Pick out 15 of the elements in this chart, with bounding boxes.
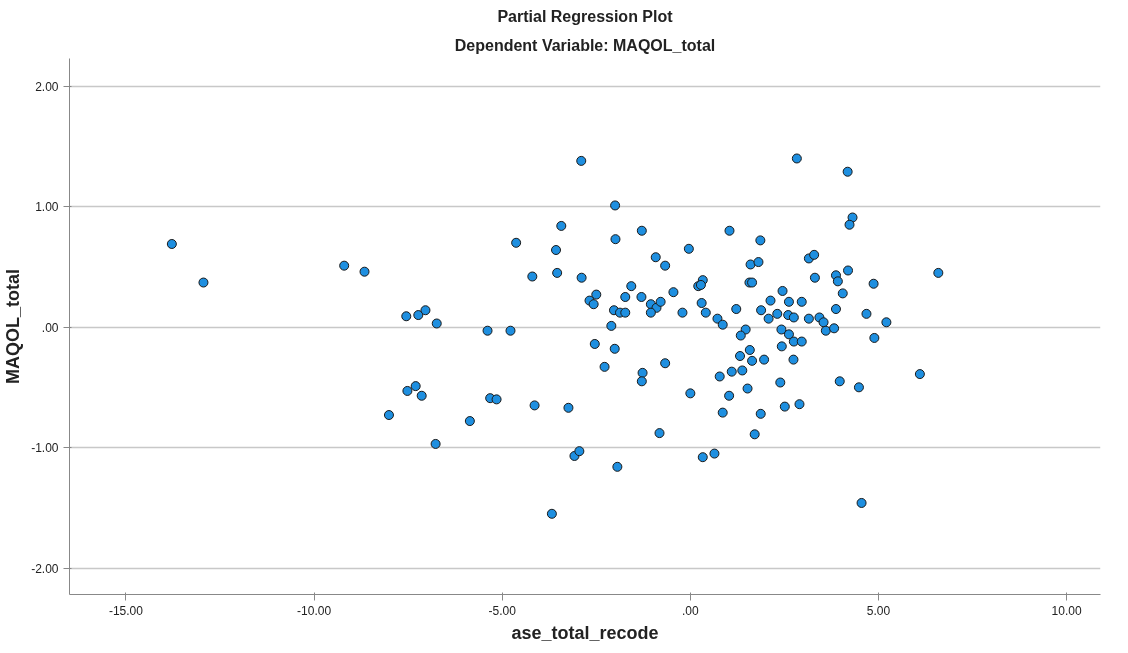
chart-title: Partial Regression Plot <box>497 7 674 25</box>
x-tick-label: .00 <box>682 603 700 618</box>
x-axis-title: ase_total_recode <box>511 622 659 643</box>
y-tick-label: -2.00 <box>31 561 59 576</box>
y-tick-label: 2.00 <box>35 79 59 94</box>
y-tick-label: 1.00 <box>35 200 59 215</box>
chart-subtitle: Dependent Variable: MAQOL_total <box>454 36 716 54</box>
y-tick-label: .00 <box>41 320 59 335</box>
x-tick-label: -10.00 <box>297 603 332 618</box>
y-tick-label: -1.00 <box>31 441 59 456</box>
x-tick-label: 5.00 <box>866 603 891 618</box>
y-axis-title: MAQOL_total <box>3 269 24 384</box>
x-tick-label: -15.00 <box>108 603 144 618</box>
x-tick-label: -5.00 <box>488 603 517 618</box>
x-tick-label: 10.00 <box>1051 603 1082 618</box>
